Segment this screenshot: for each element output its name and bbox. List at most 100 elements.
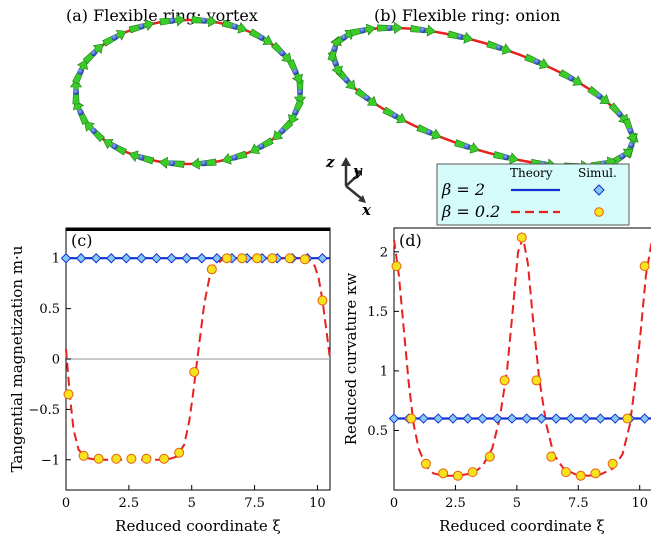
onion-ring-dot [332,60,339,67]
chart-c-beta2-simul-point [90,253,102,264]
chart-c-beta2-simul-point [196,253,207,264]
vortex-ring-dot [200,17,207,24]
onion-ring-dot [331,45,338,52]
chart-c-ytick-label: 0 [52,353,60,368]
vortex-ring-dot [279,127,286,134]
chart-d-beta2-simul-point [388,413,400,424]
chart-d-beta2-simul-point [491,413,503,424]
onion-ring-dot [628,142,635,149]
chart-c-beta2-simul-point [60,253,72,264]
triad-x-label: x [361,201,372,219]
vortex-ring-dot [200,160,207,167]
chart-d-beta2-simul-point [447,413,459,424]
vortex-ring-dot [258,143,265,150]
vortex-ring-dot [90,127,97,134]
chart-c-beta2-simul-point [121,253,132,264]
chart-c-beta02-simul-point [317,295,328,306]
chart-c-beta02-simul-point [126,453,137,464]
chart-c-xtick-label: 7.5 [244,496,265,511]
chart-c-beta02-theory-line [65,257,331,461]
chart-c-beta02-simul-point [93,453,104,464]
chart-d-beta2-simul-point [433,413,444,424]
vortex-ring-dot [231,154,238,161]
legend-beta2-marker [593,184,605,196]
chart-c-beta2-simul-point [75,253,87,264]
chart-c-xtick-label: 2.5 [119,496,140,511]
legend-row-beta02: β = 0.2 [441,202,500,221]
chart-d-beta02-simul-point [546,451,557,462]
onion-ring-illustration [327,21,639,173]
onion-ring-dot [496,44,503,51]
vortex-ring-dot [111,34,118,41]
chart-c-beta2-simul-point [181,253,192,264]
onion-ring-dot [616,111,623,118]
chart-d-beta2-simul-point [609,413,621,424]
chart-c-beta02-simul-point [267,253,278,264]
panel-b-title: (b) Flexible ring: onion [374,6,560,25]
chart-c-beta02-simul-point [206,264,217,275]
onion-ring-dot [426,129,433,136]
chart-d-ytick-label: 2 [380,245,388,260]
legend: Theory Simul. β = 2 β = 0.2 [436,163,630,226]
chart-d-beta2-simul-point [565,413,577,424]
chart-d-beta02-simul-point [622,413,633,424]
vortex-ring-dot [258,34,265,41]
chart-c-beta2-simul-point [106,253,117,264]
chart-c-xtick-label: 0 [62,496,70,511]
vortex-ring-dot [90,50,97,57]
chart-c-beta02-simul-point [159,453,170,464]
chart-c-beta2-simul-point [317,253,328,264]
onion-ring-dot [502,154,509,161]
chart-d-ytick-label: 0.5 [367,424,388,439]
chart-d: (d) 0 2.5 5 7.5 10 0.5 1 1.5 2 Reduced coordinat… [342,227,651,535]
chart-c-beta2-simul-point [211,253,223,264]
chart-c-ytick-label: 1 [52,252,60,267]
chart-d-beta2-simul-point [595,413,606,424]
chart-c-beta02-simul-point [78,450,89,461]
chart-d-beta2-simul-point [462,413,473,424]
legend-beta02-marker [594,207,604,217]
chart-d-beta2-simul-point [521,413,532,424]
chart-d-panel-label: (d) [399,231,422,250]
chart-c: (c) 0 2.5 5 7.5 10 −1 −0.5 0 0.5 1 Reduced coordi… [8,227,331,535]
chart-d-beta02-simul-point [484,451,495,462]
chart-d-xtick-label: 5 [513,496,521,511]
chart-d-beta02-simul-point [516,232,527,243]
vortex-ring-dot [292,109,299,116]
chart-c-panel-label: (c) [71,231,92,250]
legend-simul-header: Simul. [578,166,617,180]
chart-c-xtick-label: 10 [309,496,326,511]
chart-d-xtick-label: 7.5 [568,496,589,511]
onion-ring-dot [359,27,366,34]
chart-d-xtick-label: 0 [390,496,398,511]
chart-c-beta02-simul-point [299,254,310,265]
chart-d-xlabel: Reduced coordinate ξ [439,517,605,535]
triad-y-label: y [352,162,363,180]
chart-d-beta02-simul-point [467,467,478,478]
chart-d-ytick-label: 1 [380,364,388,379]
chart-d-beta2-simul-point [418,413,429,424]
onion-ring-dot [533,58,540,65]
chart-d-beta02-simul-point [531,375,542,386]
chart-c-ytick-label: −0.5 [28,403,60,418]
chart-d-frame [393,227,651,491]
chart-d-beta02-simul-point [420,458,431,469]
triad-z-label: z [325,153,335,171]
chart-d-beta02-simul-point [499,375,510,386]
chart-d-beta02-simul-point [438,468,449,479]
vortex-ring-dot [169,17,176,24]
chart-c-beta02-simul-point [111,453,122,464]
chart-d-beta2-simul-point [506,413,518,424]
chart-c-ylabel: Tangential magnetization m·u [8,245,26,472]
onion-ring-dot [627,127,634,134]
chart-d-beta02-simul-point [452,470,463,481]
onion-ring-dot [619,153,626,160]
chart-c-beta02-simul-point [284,253,295,264]
vortex-ring-dot [138,154,145,161]
vortex-ring-dot [77,109,84,116]
chart-d-beta2-simul-point [639,413,650,424]
onion-ring-dot [340,34,347,41]
onion-ring-dot [463,143,470,150]
chart-d-beta02-simul-point [391,261,402,272]
